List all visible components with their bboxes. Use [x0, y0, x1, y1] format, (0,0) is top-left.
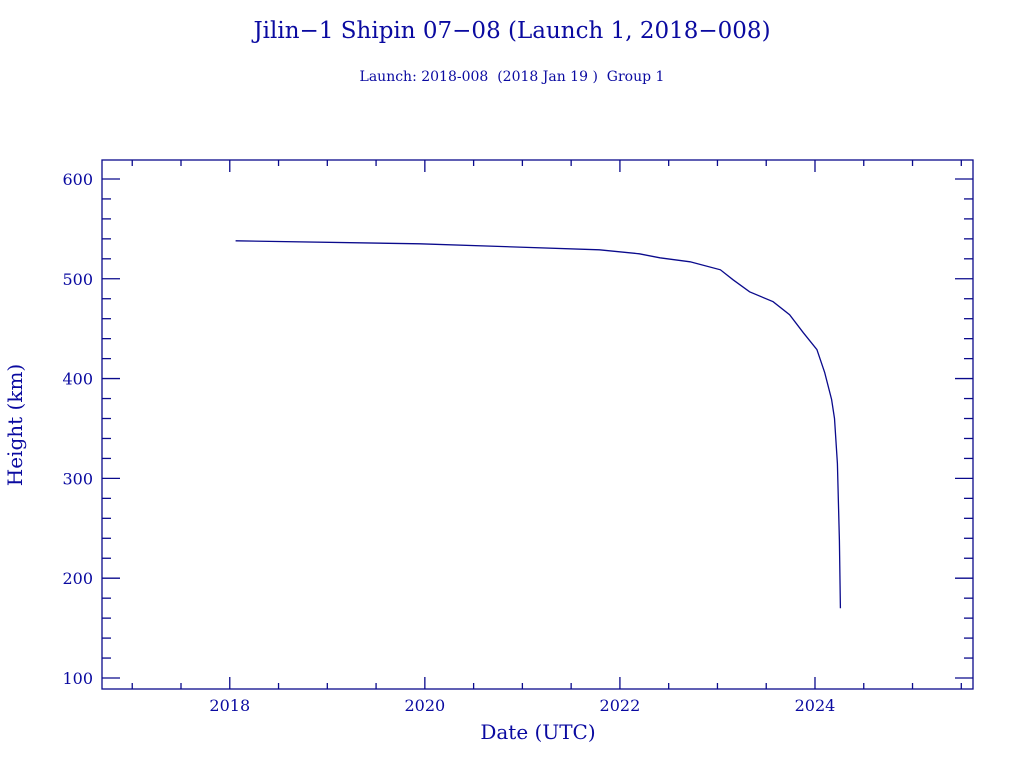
x-tick-label: 2022 [600, 696, 641, 715]
y-tick-label: 600 [62, 170, 93, 189]
y-tick-label: 500 [62, 270, 93, 289]
height-series-line [235, 240, 842, 609]
y-tick-label: 100 [62, 669, 93, 688]
x-tick-label: 2020 [404, 696, 445, 715]
y-tick-label: 400 [62, 370, 93, 389]
y-axis-label: Height (km) [3, 364, 27, 486]
axis-ticks [102, 160, 973, 689]
chart-title: Jilin−1 Shipin 07−08 (Launch 1, 2018−008… [251, 18, 770, 44]
chart-subtitle: Launch: 2018-008 (2018 Jan 19 ) Group 1 [360, 69, 665, 85]
x-axis-label: Date (UTC) [480, 720, 595, 744]
x-tick-label: 2024 [795, 696, 836, 715]
y-tick-label: 300 [62, 469, 93, 488]
tick-labels: 2018 2020 2022 2024 100 200 300 400 500 600 [62, 170, 835, 715]
x-tick-label: 2018 [209, 696, 250, 715]
plot-frame [101, 159, 974, 690]
y-tick-label: 200 [62, 569, 93, 588]
